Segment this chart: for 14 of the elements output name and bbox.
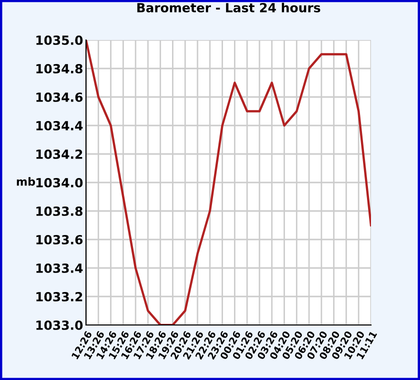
y-axis-title: mb bbox=[16, 177, 36, 186]
y-tick-label: 1035.0 bbox=[36, 35, 83, 45]
y-tick-label: 1033.8 bbox=[36, 206, 82, 216]
y-tick-label: 1033.2 bbox=[36, 292, 82, 302]
line-series bbox=[86, 40, 371, 325]
y-tick-label: 1033.6 bbox=[36, 234, 83, 244]
y-tick-label: 1034.0 bbox=[36, 178, 83, 188]
y-tick-label: 1033.4 bbox=[36, 263, 83, 273]
y-tick-label: 1034.4 bbox=[36, 120, 83, 130]
y-tick-label: 1034.8 bbox=[36, 64, 82, 74]
chart-title: Barometer - Last 24 hours bbox=[137, 2, 320, 12]
y-tick-label: 1033.0 bbox=[36, 320, 83, 330]
y-tick-label: 1034.6 bbox=[36, 92, 83, 102]
y-tick-label: 1034.2 bbox=[36, 149, 82, 159]
